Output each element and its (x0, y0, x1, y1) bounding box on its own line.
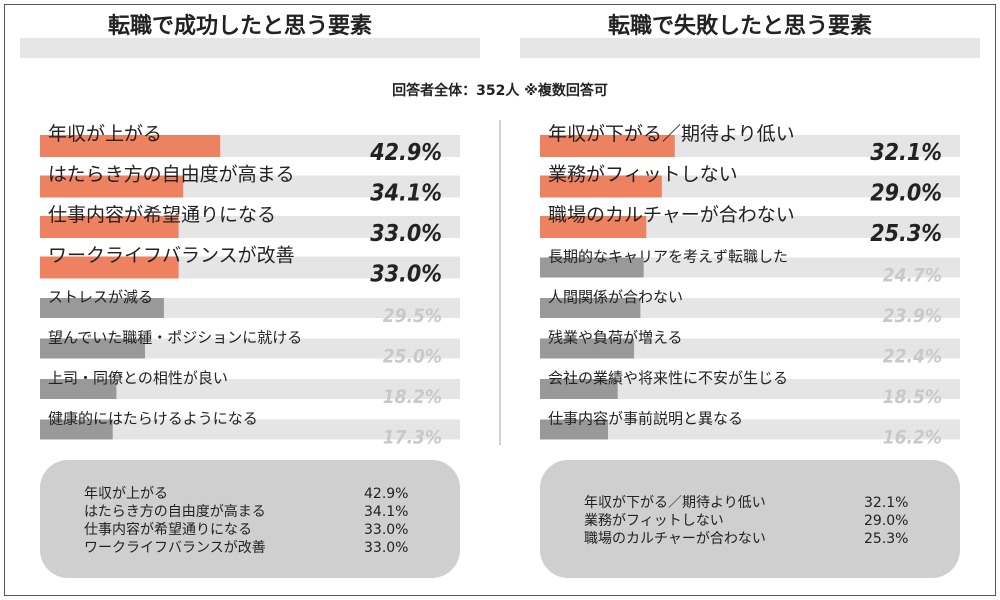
left-bar-label: ワークライフバランスが改善 (48, 245, 295, 267)
right-bar-label: 長期的なキャリアを考えず転職した (548, 248, 788, 266)
left-bar (40, 135, 221, 157)
left-bar-track (40, 419, 460, 440)
left-bar-value: 34.1% (370, 181, 442, 207)
right-summary-label: 年収が下がる／期待より低い (584, 495, 766, 511)
right-bar-label: 人間関係が合わない (548, 288, 683, 306)
right-bar-label: 職場のカルチャーが合わない (548, 204, 795, 226)
right-summary-value: 32.1% (864, 495, 909, 511)
left-bar-label: 年収が上がる (48, 123, 162, 145)
left-bar (40, 419, 113, 440)
left-summary-value: 33.0% (364, 540, 409, 556)
respondents-note: 回答者全体：352人 ※複数回答可 (392, 83, 608, 99)
right-chart-title: 転職で失敗したと思う要素 (607, 14, 872, 39)
left-summary-row: ワークライフバランスが改善 33.0% (84, 539, 424, 557)
left-bar-track (40, 379, 460, 399)
right-bar-value: 16.2% (883, 427, 942, 449)
right-bar-value: 24.7% (883, 265, 942, 287)
right-bar (540, 135, 675, 157)
left-bar (40, 379, 117, 399)
left-summary-value: 42.9% (364, 486, 409, 502)
right-bar (540, 419, 608, 440)
right-bar-track (540, 379, 960, 399)
left-summary-value: 34.1% (364, 504, 409, 520)
right-bar-label: 業務がフィットしない (548, 164, 738, 186)
right-summary-value: 29.0% (864, 513, 909, 529)
left-bar (40, 298, 164, 318)
right-bar-value: 22.4% (883, 346, 942, 368)
right-bar-value: 32.1% (870, 140, 942, 166)
right-bar-label: 残業や負荷が増える (548, 329, 683, 347)
right-summary-row: 業務がフィットしない 29.0% (584, 512, 924, 530)
left-bar (40, 175, 184, 198)
right-bar-label: 仕事内容が事前説明と異なる (548, 410, 743, 428)
right-bar-track (540, 257, 960, 278)
right-bar (540, 257, 644, 278)
right-summary-label: 職場のカルチャーが合わない (584, 531, 766, 547)
left-summary-label: ワークライフバランスが改善 (84, 540, 266, 556)
left-summary-label: 年収が上がる (84, 486, 168, 502)
left-chart-title: 転職で成功したと思う要素 (107, 14, 372, 39)
left-bar-label: 仕事内容が希望通りになる (48, 204, 276, 226)
left-bar-label: 望んでいた職種・ポジションに就ける (48, 329, 302, 347)
left-title-underline (20, 38, 480, 58)
left-summary-row: 年収が上がる 42.9% (84, 485, 424, 503)
right-bar-label: 年収が下がる／期待より低い (548, 123, 795, 145)
left-summary-value: 33.0% (364, 522, 409, 538)
left-bar-value: 33.0% (370, 262, 442, 288)
left-bar-value: 17.3% (383, 427, 442, 449)
left-bar-value: 42.9% (369, 140, 442, 166)
right-bar-track (540, 338, 960, 359)
left-bar-label: 上司・同僚との相性が良い (48, 369, 228, 387)
left-bar-value: 29.5% (383, 305, 442, 327)
right-bar-label: 会社の業績や将来性に不安が生じる (548, 369, 788, 387)
left-summary-label: 仕事内容が希望通りになる (84, 522, 252, 538)
right-summary-value: 25.3% (864, 531, 909, 547)
left-bar (40, 256, 179, 279)
left-bar-label: ストレスが減る (48, 288, 153, 306)
right-title-underline (520, 38, 980, 58)
right-bar (540, 379, 618, 399)
right-bar (540, 298, 641, 318)
right-bar-track (540, 298, 960, 318)
summary-panel-right: 年収が下がる／期待より低い 32.1% 業務がフィットしない 29.0% 職場のカルチャ… (540, 460, 960, 578)
right-bar-track (540, 419, 960, 440)
right-bar-value: 18.5% (883, 386, 942, 408)
right-bar-value: 29.0% (870, 181, 942, 207)
left-summary-row: はたらき方の自由度が高まる 34.1% (84, 503, 424, 521)
left-summary-label: はたらき方の自由度が高まる (84, 504, 266, 520)
left-bar-value: 33.0% (370, 221, 442, 247)
right-bar (540, 216, 647, 238)
right-bar-value: 25.3% (870, 221, 942, 247)
right-bar (540, 175, 662, 198)
left-summary-row: 仕事内容が希望通りになる 33.0% (84, 521, 424, 539)
right-bar-value: 23.9% (883, 305, 942, 327)
right-summary-label: 業務がフィットしない (584, 513, 724, 529)
left-bar-value: 25.0% (383, 346, 442, 368)
bar-charts: 年収が上がる 42.9% はたらき方の自由度が高まる 34.1% 仕事内容が希望通りにな… (40, 123, 960, 449)
left-bar-label: はたらき方の自由度が高まる (48, 164, 295, 186)
summary-panel-left: 年収が上がる 42.9% はたらき方の自由度が高まる 34.1% 仕事内容が希望通りにな… (40, 460, 460, 578)
right-summary-row: 年収が下がる／期待より低い 32.1% (584, 494, 924, 512)
right-summary-row: 職場のカルチャーが合わない 25.3% (584, 530, 924, 548)
left-bar-label: 健康的にはたらけるようになる (48, 410, 258, 428)
center-divider (499, 120, 501, 445)
left-bar (40, 216, 179, 238)
left-bar-value: 18.2% (383, 386, 442, 408)
right-bar (540, 338, 635, 359)
left-bar (40, 338, 145, 359)
